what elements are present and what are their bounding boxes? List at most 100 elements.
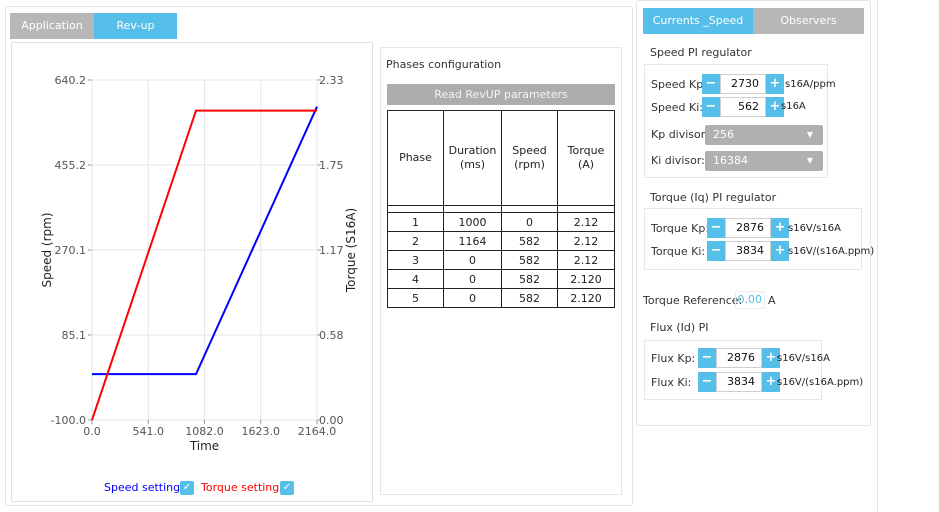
table-row: 5 0 582 2.120 — [387, 288, 615, 308]
torque-ki-decrement-button[interactable]: − — [707, 241, 725, 261]
torque-kp-label: Torque Kp: — [651, 222, 710, 235]
speed-ki-stepper: − 562 + — [702, 97, 784, 117]
chevron-down-icon: ▼ — [806, 130, 813, 139]
flux-ki-field[interactable]: 3834 — [716, 372, 762, 392]
tab-observers[interactable]: Observers — [753, 8, 864, 34]
y-tick-label-left: -100.0 — [51, 414, 86, 427]
speed-ki-decrement-button[interactable]: − — [702, 97, 720, 117]
kp-divisor-select[interactable]: 256 ▼ — [705, 125, 823, 145]
table-cell[interactable]: 0 — [443, 250, 502, 270]
flux-kp-field[interactable]: 2876 — [716, 348, 762, 368]
table-cell[interactable]: 0 — [443, 269, 502, 289]
speed-kp-stepper: − 2730 + — [702, 74, 784, 94]
table-cell[interactable]: 0 — [501, 212, 558, 232]
flux-ki-unit: s16V/(s16A.ppm) — [777, 377, 864, 388]
speed-kp-increment-button[interactable]: + — [766, 74, 784, 94]
read-revup-button[interactable]: Read RevUP parameters — [387, 84, 615, 105]
flux-ki-label: Flux Ki: — [651, 376, 692, 389]
chevron-down-icon: ▼ — [806, 156, 813, 165]
torque-ki-unit: s16V/(s16A.ppm) — [788, 246, 875, 257]
table-cell[interactable]: 2.120 — [557, 288, 615, 308]
table-cell[interactable]: 2.12 — [557, 231, 615, 251]
y-tick-label-right: 1.17 — [319, 244, 344, 257]
torque-kp-decrement-button[interactable]: − — [707, 218, 725, 238]
table-cell[interactable]: 2 — [387, 231, 444, 251]
header-speed: Speed (rpm) — [501, 110, 558, 206]
torque-ki-label: Torque Ki: — [651, 245, 706, 258]
table-cell[interactable]: 3 — [387, 250, 444, 270]
torque-series-line — [91, 109, 317, 421]
speed-kp-field[interactable]: 2730 — [720, 74, 766, 94]
speed-kp-label: Speed Kp: — [651, 78, 707, 91]
speed-ki-unit: s16A — [781, 101, 806, 112]
x-tick-label: 2164.0 — [298, 425, 337, 438]
flux-kp-decrement-button[interactable]: − — [698, 348, 716, 368]
tab-currents-speed[interactable]: Currents _Speed — [643, 8, 753, 34]
flux-kp-label: Flux Kp: — [651, 352, 696, 365]
flux-ki-decrement-button[interactable]: − — [698, 372, 716, 392]
flux-ki-stepper: − 3834 + — [698, 372, 780, 392]
table-cell[interactable]: 2.12 — [557, 250, 615, 270]
torque-ki-increment-button[interactable]: + — [771, 241, 789, 261]
x-axis-label: Time — [189, 439, 219, 453]
torque-settings-checkbox[interactable]: ✓ — [280, 481, 294, 495]
torque-kp-increment-button[interactable]: + — [771, 218, 789, 238]
torque-reference-label: Torque Reference: — [643, 294, 743, 307]
table-cell[interactable]: 582 — [501, 250, 558, 270]
torque-reference-field[interactable]: 0.00 — [735, 291, 765, 309]
legend-torque-label: Torque settings — [201, 481, 285, 494]
y-tick-label-right: 2.33 — [319, 74, 344, 87]
torque-kp-field[interactable]: 2876 — [725, 218, 771, 238]
torque-ki-field[interactable]: 3834 — [725, 241, 771, 261]
ki-divisor-select[interactable]: 16384 ▼ — [705, 151, 823, 171]
table-cell[interactable]: 2.12 — [557, 212, 615, 232]
table-row: 4 0 582 2.120 — [387, 269, 615, 289]
speed-series-line — [92, 106, 318, 376]
table-cell[interactable]: 0 — [443, 288, 502, 308]
x-tick-label: 1623.0 — [242, 425, 281, 438]
table-cell[interactable]: 5 — [387, 288, 444, 308]
flux-kp-increment-button[interactable]: + — [762, 348, 780, 368]
kp-divisor-label: Kp divisor: — [651, 128, 709, 141]
torque-reference-unit: A — [768, 294, 776, 307]
table-row: 3 0 582 2.12 — [387, 250, 615, 270]
table-cell[interactable]: 2.120 — [557, 269, 615, 289]
window-divider — [877, 0, 878, 512]
torque-ki-stepper: − 3834 + — [707, 241, 789, 261]
table-row: 1 1000 0 2.12 — [387, 212, 615, 232]
y-tick-label-right: 1.75 — [319, 159, 344, 172]
torque-kp-stepper: − 2876 + — [707, 218, 789, 238]
table-cell[interactable]: 4 — [387, 269, 444, 289]
table-cell[interactable]: 1000 — [443, 212, 502, 232]
tab-revup[interactable]: Rev-up — [94, 13, 177, 39]
x-tick-label: 1082.0 — [185, 425, 224, 438]
ki-divisor-value: 16384 — [713, 154, 748, 167]
revup-chart: 640.2 2.33 455.2 1.75 270.1 1.17 85.1 0.58 -100.… — [11, 42, 373, 502]
table-cell[interactable]: 582 — [501, 231, 558, 251]
speed-ki-field[interactable]: 562 — [720, 97, 766, 117]
speed-ki-label: Speed Ki: — [651, 101, 703, 114]
table-cell[interactable]: 1164 — [443, 231, 502, 251]
table-header-row: Phase Duration (ms) Speed (rpm) Torque (… — [387, 110, 615, 206]
legend-speed-label: Speed settings — [104, 481, 186, 494]
header-duration: Duration (ms) — [443, 110, 502, 206]
ki-divisor-label: Ki divisor: — [651, 154, 705, 167]
speed-settings-checkbox[interactable]: ✓ — [180, 481, 194, 495]
flux-ki-increment-button[interactable]: + — [762, 372, 780, 392]
speed-kp-decrement-button[interactable]: − — [702, 74, 720, 94]
x-tick-label: 0.0 — [83, 425, 101, 438]
speed-pi-title: Speed PI regulator — [650, 46, 752, 59]
y-axis-label-left: Speed (rpm) — [40, 212, 54, 287]
phases-title: Phases configuration — [386, 58, 502, 71]
speed-kp-unit: s16A/ppm — [785, 79, 836, 90]
table-cell[interactable]: 582 — [501, 269, 558, 289]
speed-ki-increment-button[interactable]: + — [766, 97, 784, 117]
phases-table: Phase Duration (ms) Speed (rpm) Torque (… — [387, 110, 615, 308]
table-cell[interactable]: 1 — [387, 212, 444, 232]
flux-pi-title: Flux (Id) PI — [650, 321, 709, 334]
table-cell[interactable]: 582 — [501, 288, 558, 308]
tab-application[interactable]: Application — [10, 13, 94, 39]
y-tick-label-left: 640.2 — [55, 74, 87, 87]
flux-kp-unit: s16V/s16A — [777, 353, 830, 364]
header-torque: Torque (A) — [557, 110, 615, 206]
